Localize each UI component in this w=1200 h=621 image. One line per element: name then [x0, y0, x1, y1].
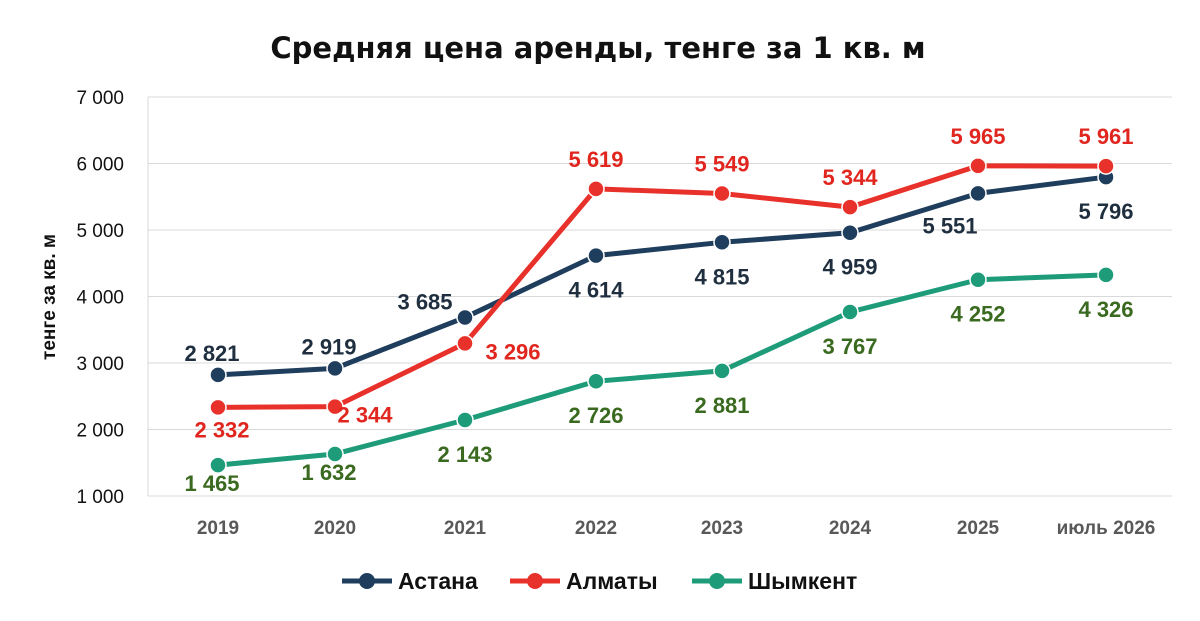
- data-point[interactable]: [969, 270, 987, 289]
- y-tick-label: 5 000: [76, 221, 124, 242]
- data-label: 4 614: [568, 278, 624, 303]
- legend-marker-icon: [709, 573, 725, 589]
- data-label: 2 919: [301, 334, 356, 359]
- x-tick-label: июль 2026: [1057, 518, 1156, 539]
- data-label: 3 296: [485, 339, 540, 364]
- data-label: 4 959: [822, 255, 877, 280]
- y-tick-label: 1 000: [76, 487, 124, 508]
- data-label: 3 685: [397, 289, 452, 314]
- legend: Астана Алматы Шымкент: [342, 568, 857, 594]
- data-point[interactable]: [969, 157, 987, 175]
- data-labels: 2 821 2 919 3 685 4 614 4 815 4 959 5 551 5 796…: [184, 124, 1133, 496]
- series-1: [209, 168, 1115, 384]
- data-point[interactable]: [209, 398, 227, 417]
- y-tick-label: 4 000: [76, 288, 124, 309]
- series-3: [209, 266, 1115, 474]
- data-label: 1 465: [184, 471, 239, 496]
- data-point[interactable]: [326, 397, 344, 416]
- series-line: [217, 163, 1107, 410]
- grid-lines: [147, 96, 1172, 497]
- legend-label: Алматы: [566, 568, 658, 594]
- data-point[interactable]: [1097, 266, 1115, 284]
- data-point[interactable]: [326, 445, 344, 463]
- data-point[interactable]: [456, 411, 474, 429]
- data-point[interactable]: [209, 456, 227, 474]
- data-label: 1 632: [301, 460, 356, 485]
- x-tick-label: 2022: [575, 518, 617, 539]
- data-point[interactable]: [713, 362, 731, 380]
- data-label: 2 726: [568, 403, 623, 428]
- series-line: [217, 174, 1107, 378]
- y-tick-label: 3 000: [76, 354, 124, 375]
- legend-item[interactable]: Алматы: [510, 568, 658, 594]
- x-tick-label: 2025: [957, 518, 1000, 539]
- data-point[interactable]: [841, 198, 859, 216]
- y-axis-label: тенге за кв. м: [39, 234, 60, 360]
- data-label: 2 344: [337, 403, 393, 428]
- y-tick-label: 7 000: [76, 88, 124, 109]
- data-point[interactable]: [841, 303, 859, 321]
- y-axis-ticks: 1 000 2 000 3 000 4 000 5 000 6 000 7 000: [76, 88, 124, 508]
- data-label: 5 965: [950, 124, 1005, 149]
- x-axis-ticks: 2019 2020 2021 2022 2023 2024 2025 июль 2026: [197, 518, 1156, 539]
- legend-marker-icon: [359, 573, 375, 589]
- data-label: 2 881: [694, 393, 749, 418]
- data-point[interactable]: [713, 233, 731, 252]
- data-label: 2 821: [184, 341, 239, 366]
- x-tick-label: 2021: [444, 518, 487, 539]
- data-label: 5 961: [1078, 124, 1133, 149]
- data-label: 4 815: [694, 264, 749, 289]
- data-point[interactable]: [326, 359, 344, 378]
- data-label: 2 143: [437, 442, 492, 467]
- data-label: 5 551: [922, 213, 977, 238]
- legend-item[interactable]: Астана: [342, 568, 478, 594]
- data-point[interactable]: [969, 184, 987, 203]
- legend-item[interactable]: Шымкент: [692, 568, 857, 594]
- data-point[interactable]: [841, 223, 859, 242]
- legend-label: Астана: [398, 568, 478, 594]
- data-point[interactable]: [1097, 157, 1115, 175]
- data-point[interactable]: [587, 246, 605, 265]
- data-point[interactable]: [587, 372, 605, 390]
- data-point[interactable]: [587, 180, 605, 198]
- series-line: [217, 272, 1107, 468]
- x-tick-label: 2023: [701, 518, 743, 539]
- x-tick-label: 2020: [314, 518, 356, 539]
- data-point[interactable]: [456, 308, 474, 327]
- y-tick-label: 2 000: [76, 421, 124, 442]
- series-lines: [209, 157, 1115, 474]
- data-label: 2 332: [194, 417, 249, 442]
- chart-title: Средняя цена аренды, тенге за 1 кв. м: [270, 31, 925, 65]
- x-tick-label: 2024: [829, 518, 872, 539]
- data-label: 5 796: [1078, 199, 1133, 224]
- data-point[interactable]: [209, 366, 227, 384]
- data-point[interactable]: [713, 184, 731, 203]
- data-label: 4 252: [950, 302, 1005, 327]
- x-tick-label: 2019: [197, 518, 239, 539]
- legend-label: Шымкент: [748, 568, 857, 594]
- data-point[interactable]: [456, 334, 474, 353]
- data-label: 5 619: [568, 147, 623, 172]
- data-label: 4 326: [1078, 297, 1133, 322]
- y-tick-label: 6 000: [76, 155, 124, 176]
- legend-marker-icon: [527, 573, 543, 589]
- data-label: 5 549: [694, 151, 749, 176]
- series-2: [209, 157, 1115, 417]
- data-label: 5 344: [822, 165, 878, 190]
- data-label: 3 767: [822, 334, 877, 359]
